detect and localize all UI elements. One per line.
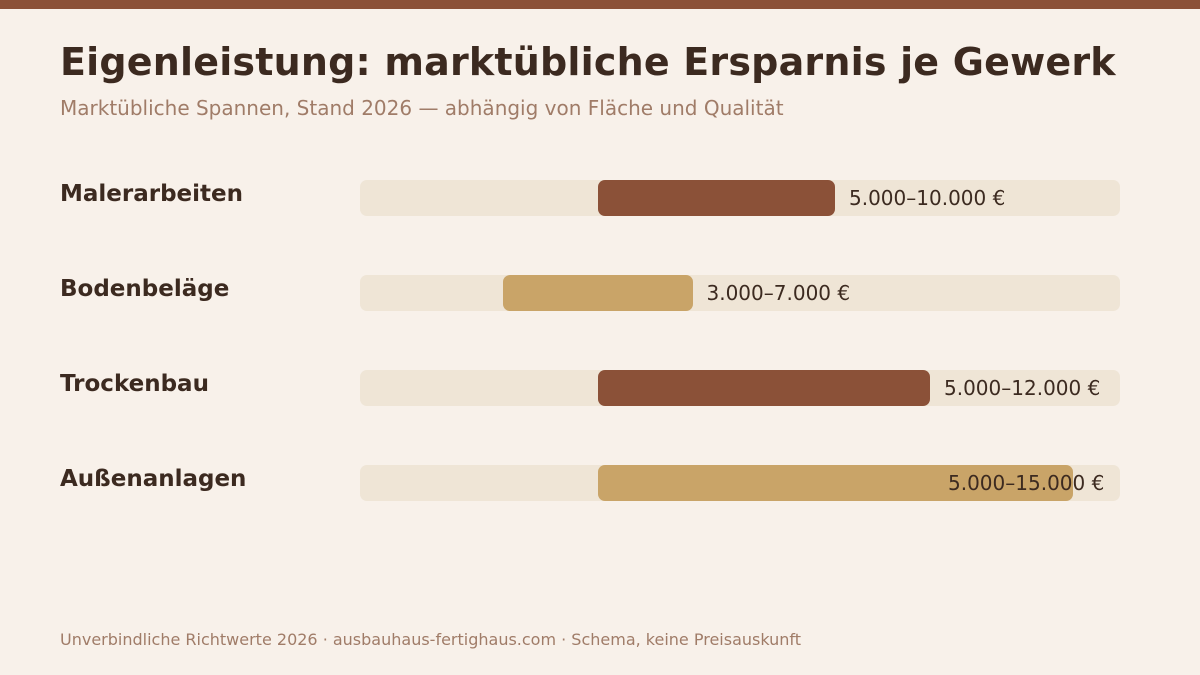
value-label: 5.000–15.000 € [948,471,1105,495]
range-bar [502,275,693,311]
range-bar [597,465,1073,501]
top-accent-bar [0,0,1200,9]
chart-title: Eigenleistung: marktübliche Ersparnis je… [60,40,1116,84]
value-label: 3.000–7.000 € [706,281,851,305]
category-label: Trockenbau [60,371,209,397]
chart-subtitle: Marktübliche Spannen, Stand 2026 — abhän… [60,96,784,120]
footer-note: Unverbindliche Richtwerte 2026 · ausbauh… [60,630,802,649]
value-label: 5.000–10.000 € [849,186,1006,210]
category-label: Malerarbeiten [60,181,244,207]
category-label: Außenanlagen [60,466,247,492]
range-bar [597,180,835,216]
category-label: Bodenbeläge [60,276,230,302]
value-label: 5.000–12.000 € [944,376,1101,400]
bar-track [360,275,1120,311]
range-bar [597,370,930,406]
